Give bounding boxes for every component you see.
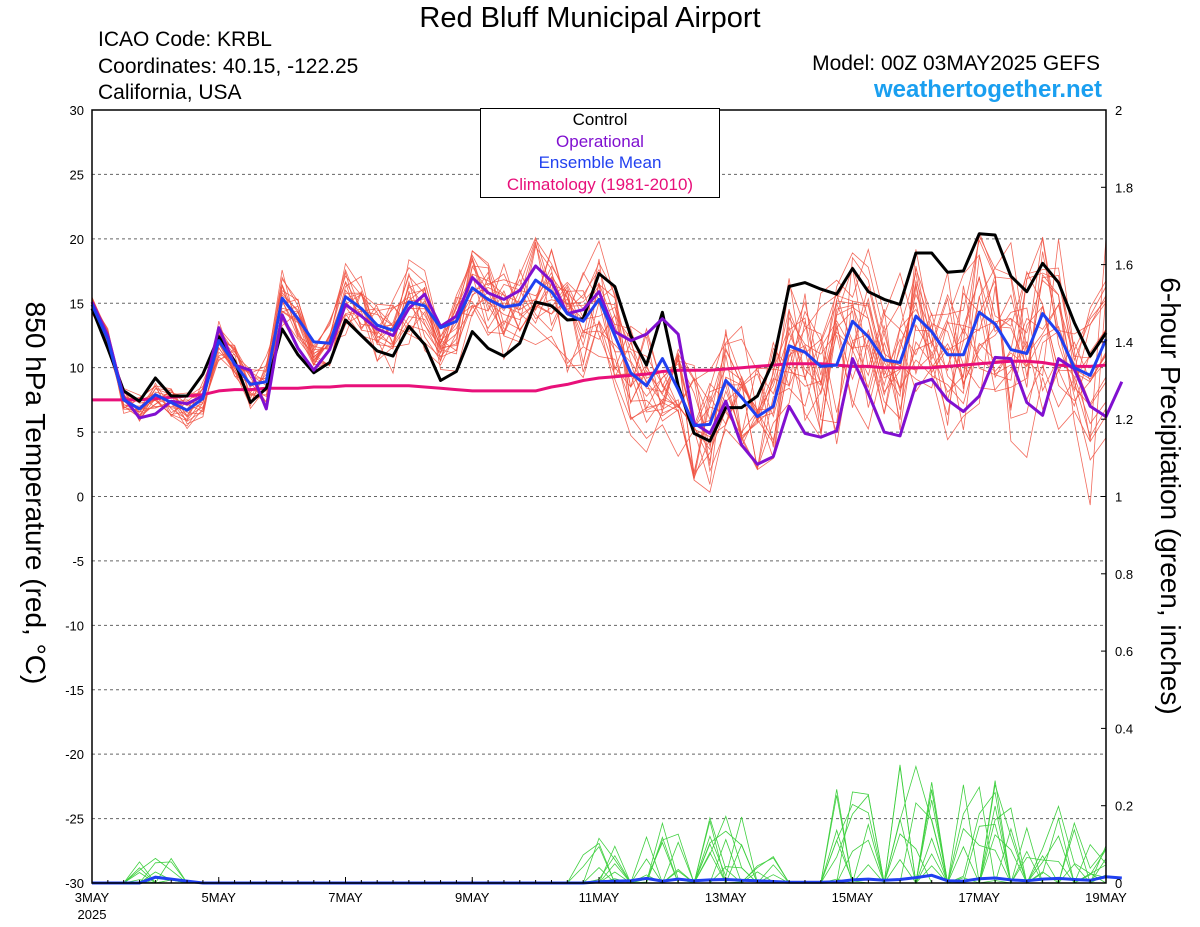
y-tick-label: 25 xyxy=(70,167,84,182)
legend-item-operational: Operational xyxy=(556,131,644,151)
y-tick-label: 0 xyxy=(77,490,84,505)
y-tick-label: -20 xyxy=(65,747,84,762)
legend-item-climatology: Climatology (1981-2010) xyxy=(506,174,694,194)
y2-tick-label: 2 xyxy=(1115,103,1122,118)
precip-member-line xyxy=(92,821,1106,885)
x-tick-label: 19MAY xyxy=(1085,890,1127,905)
x-tick-label: 13MAY xyxy=(705,890,747,905)
ensemble-member-line xyxy=(91,265,1107,448)
y-tick-label: 5 xyxy=(77,425,84,440)
y-tick-label: 10 xyxy=(70,361,84,376)
y2-tick-label: 0.2 xyxy=(1115,799,1133,814)
precip-member-line xyxy=(92,764,1107,885)
chart-title: Red Bluff Municipal Airport xyxy=(419,2,761,34)
precip-member-line xyxy=(92,766,1107,884)
y-tick-label: -30 xyxy=(65,876,84,891)
y-tick-label: -10 xyxy=(65,618,84,633)
precip-mean-line xyxy=(92,873,1122,885)
x-tick-label: 9MAY xyxy=(455,890,490,905)
y-tick-label: 20 xyxy=(70,232,84,247)
ensemble-member-line xyxy=(91,245,1107,479)
axes-layer: 302520151050-5-10-15-20-25-3021.81.61.41… xyxy=(65,103,1133,922)
model-run: Model: 00Z 03MAY2025 GEFS xyxy=(812,52,1100,75)
y-tick-label: -15 xyxy=(65,683,84,698)
y-tick-label: 30 xyxy=(70,103,84,118)
coordinates: Coordinates: 40.15, -122.25 xyxy=(98,55,359,78)
y2-tick-label: 1 xyxy=(1115,490,1122,505)
ensemble-member-line xyxy=(91,268,1107,448)
y2-tick-label: 1.4 xyxy=(1115,335,1133,350)
x-tick-label: 17MAY xyxy=(958,890,1000,905)
y2-tick-label: 1.8 xyxy=(1115,180,1133,195)
y2-tick-label: 1.6 xyxy=(1115,258,1133,273)
x-tick-label: 3MAY xyxy=(75,890,110,905)
grid-layer xyxy=(92,109,1106,884)
precip-member-line xyxy=(92,764,1107,885)
main-series-layer xyxy=(90,232,1124,466)
icao-code: ICAO Code: KRBL xyxy=(98,28,272,51)
x-tick-label: 5MAY xyxy=(202,890,237,905)
y-tick-label: -5 xyxy=(72,554,84,569)
series-operational-line xyxy=(90,264,1124,466)
legend-item-control: Control xyxy=(572,110,628,129)
x-year-label: 2025 xyxy=(78,907,107,922)
y2-tick-label: 0 xyxy=(1115,876,1122,891)
x-tick-label: 15MAY xyxy=(832,890,874,905)
precip-layer xyxy=(92,764,1122,885)
ensemble-member-line xyxy=(91,236,1107,418)
y-tick-label: 15 xyxy=(70,296,84,311)
y-tick-label: -25 xyxy=(65,812,84,827)
y2-tick-label: 0.4 xyxy=(1115,721,1133,736)
series-control-line xyxy=(90,232,1108,443)
site-link[interactable]: weathertogether.net xyxy=(873,76,1102,103)
y2-tick-label: 0.8 xyxy=(1115,567,1133,582)
region: California, USA xyxy=(98,81,242,104)
series-ensemble-mean-line xyxy=(90,278,1108,428)
y2-tick-label: 0.6 xyxy=(1115,644,1133,659)
y2-tick-label: 1.2 xyxy=(1115,412,1133,427)
series-climatology-line xyxy=(92,359,1107,402)
x-tick-label: 7MAY xyxy=(328,890,363,905)
x-tick-label: 11MAY xyxy=(579,890,620,905)
ensemble-member-line xyxy=(91,242,1107,476)
legend: Control Operational Ensemble Mean Climat… xyxy=(480,108,720,198)
legend-item-ensemble-mean: Ensemble Mean xyxy=(538,153,662,172)
